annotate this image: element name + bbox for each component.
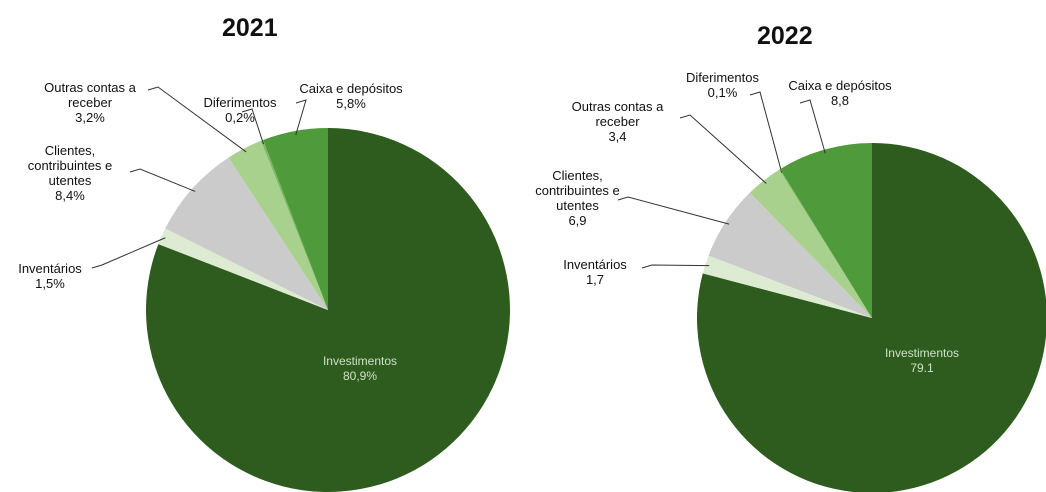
pie-slice xyxy=(158,228,328,310)
chart-title: 2021 xyxy=(222,14,278,42)
pie-slice xyxy=(779,169,872,318)
category-label: Clientes, contribuintes e utentes xyxy=(27,143,113,188)
leader-line xyxy=(147,86,247,153)
slice-label: Inventários 1,5% xyxy=(0,261,100,291)
leader-line xyxy=(241,108,264,145)
slice-label: Clientes, contribuintes e utentes 6,9 xyxy=(530,168,625,228)
value-label: 0,2% xyxy=(225,110,255,125)
category-label: Caixa e depósitos xyxy=(788,78,892,93)
leader-line xyxy=(295,99,307,136)
pie-slice xyxy=(749,169,872,318)
category-label: Caixa e depósitos xyxy=(299,81,403,96)
slice-label: Diferimentos 0,1% xyxy=(670,70,775,100)
category-label: Investimentos xyxy=(322,354,398,368)
value-label: 80,9% xyxy=(342,369,378,383)
category-label: Clientes, contribuintes e utentes xyxy=(535,168,620,213)
value-label: 5,8% xyxy=(336,96,366,111)
value-label: 0,1% xyxy=(707,85,738,100)
value-label: 1,7 xyxy=(585,272,605,287)
value-label: 8,4% xyxy=(55,188,85,203)
slice-label: Diferimentos 0,2% xyxy=(190,95,290,125)
leader-line xyxy=(641,264,710,269)
slice-label: Caixa e depósitos 8,8 xyxy=(780,78,900,108)
pie-slice xyxy=(261,139,328,310)
value-label: 79.1 xyxy=(910,361,934,375)
category-label: Outras contas a receber xyxy=(44,80,136,110)
slice-label: Inventários 1,7 xyxy=(545,257,645,287)
value-label: 3,2% xyxy=(75,110,105,125)
slice-label: Investimentos 80,9% xyxy=(300,354,420,384)
value-label: 1,5% xyxy=(35,276,65,291)
value-label: 6,9 xyxy=(568,213,587,228)
leader-line xyxy=(91,237,166,269)
pie-slice xyxy=(697,143,1046,492)
pie-slice xyxy=(780,143,872,318)
leader-line xyxy=(129,168,196,192)
leader-line xyxy=(799,99,826,154)
slice-label: Investimentos 79.1 xyxy=(862,346,982,376)
value-label: 8,8 xyxy=(830,93,850,108)
category-label: Outras contas a receber xyxy=(571,99,664,129)
leader-line xyxy=(617,196,730,225)
leader-line xyxy=(749,91,783,173)
value-label: 3,4 xyxy=(608,129,627,144)
slice-label: Clientes, contribuintes e utentes 8,4% xyxy=(14,143,126,203)
pie-slice xyxy=(702,255,872,318)
slice-label: Outras contas a receber 3,2% xyxy=(30,80,150,125)
pie-slice xyxy=(708,192,872,318)
pie-slice xyxy=(228,140,328,310)
pie-slice xyxy=(263,128,328,310)
slice-label: Outras contas a receber 3,4 xyxy=(555,99,680,144)
category-label: Diferimentos xyxy=(203,95,277,110)
slice-label: Caixa e depósitos 5,8% xyxy=(296,81,406,111)
leader-line xyxy=(679,114,767,184)
category-label: Investimentos xyxy=(884,346,960,360)
category-label: Inventários xyxy=(563,257,627,272)
category-label: Diferimentos xyxy=(686,70,759,85)
chart-title: 2022 xyxy=(757,22,813,50)
pie-slice xyxy=(165,157,328,310)
category-label: Inventários xyxy=(18,261,82,276)
